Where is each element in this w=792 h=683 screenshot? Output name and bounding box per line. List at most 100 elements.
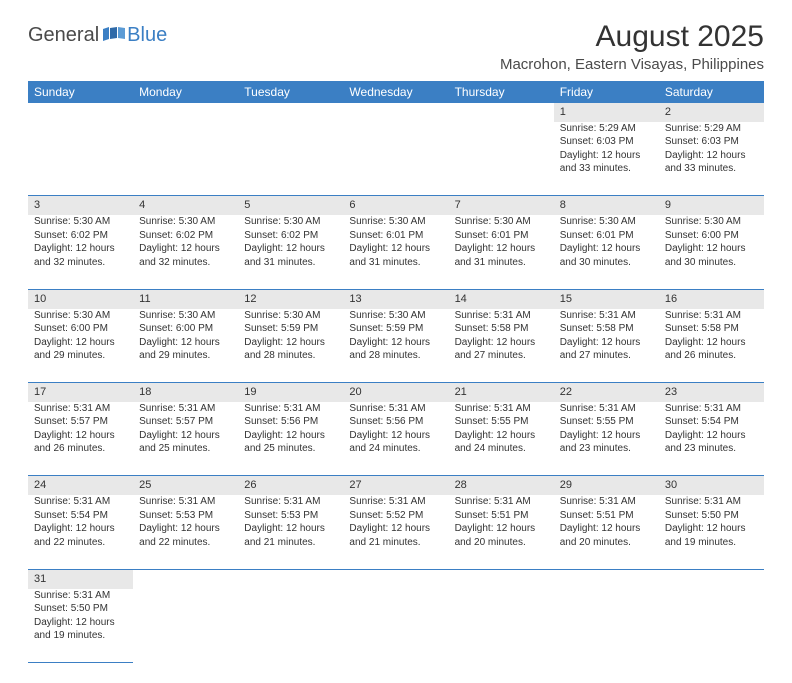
daylight-text: Daylight: 12 hours [665, 429, 758, 443]
daylight-text: and 23 minutes. [665, 442, 758, 456]
daylight-text: Daylight: 12 hours [139, 242, 232, 256]
day-cell: Sunrise: 5:31 AMSunset: 5:50 PMDaylight:… [659, 495, 764, 569]
day-cell: Sunrise: 5:31 AMSunset: 5:50 PMDaylight:… [28, 589, 133, 663]
day-cell: Sunrise: 5:30 AMSunset: 6:01 PMDaylight:… [554, 215, 659, 289]
daylight-text: Daylight: 12 hours [455, 336, 548, 350]
sunrise-text: Sunrise: 5:30 AM [560, 215, 653, 229]
day-number-cell: 9 [659, 196, 764, 215]
day-number-cell: 29 [554, 476, 659, 495]
day-cell [133, 122, 238, 196]
day-number-cell: 26 [238, 476, 343, 495]
sunrise-text: Sunrise: 5:30 AM [244, 309, 337, 323]
day-number-cell: 3 [28, 196, 133, 215]
daylight-text: and 27 minutes. [455, 349, 548, 363]
daylight-text: Daylight: 12 hours [244, 429, 337, 443]
day-cell [554, 589, 659, 663]
sunset-text: Sunset: 6:02 PM [34, 229, 127, 243]
day-number-cell [28, 103, 133, 122]
day-number-cell: 4 [133, 196, 238, 215]
generalblue-logo: General Blue [28, 24, 167, 47]
daylight-text: Daylight: 12 hours [560, 149, 653, 163]
daylight-text: and 28 minutes. [244, 349, 337, 363]
weekday-header: Thursday [449, 81, 554, 103]
day-number-cell [238, 569, 343, 588]
calendar-table: Sunday Monday Tuesday Wednesday Thursday… [28, 81, 764, 663]
daylight-text: and 31 minutes. [244, 256, 337, 270]
sunset-text: Sunset: 5:55 PM [560, 415, 653, 429]
sunrise-text: Sunrise: 5:31 AM [455, 402, 548, 416]
sunset-text: Sunset: 6:02 PM [244, 229, 337, 243]
day-cell: Sunrise: 5:31 AMSunset: 5:58 PMDaylight:… [554, 309, 659, 383]
sunset-text: Sunset: 5:52 PM [349, 509, 442, 523]
day-number-cell [238, 103, 343, 122]
day-number-cell [659, 569, 764, 588]
daylight-text: and 21 minutes. [349, 536, 442, 550]
day-cell: Sunrise: 5:31 AMSunset: 5:58 PMDaylight:… [449, 309, 554, 383]
day-number-cell: 16 [659, 289, 764, 308]
day-number-cell: 31 [28, 569, 133, 588]
sunrise-text: Sunrise: 5:31 AM [34, 495, 127, 509]
weekday-header: Tuesday [238, 81, 343, 103]
sunrise-text: Sunrise: 5:31 AM [665, 495, 758, 509]
week-row: Sunrise: 5:31 AM Sunset: 5:57 PM Daylight:… [28, 402, 764, 476]
day-cell [449, 589, 554, 663]
day-number-cell: 17 [28, 383, 133, 402]
daylight-text: Daylight: 12 hours [244, 522, 337, 536]
day-number-cell: 11 [133, 289, 238, 308]
sunset-text: Sunset: 6:02 PM [139, 229, 232, 243]
daylight-text: Daylight: 12 hours [349, 429, 442, 443]
daylight-text: and 19 minutes. [665, 536, 758, 550]
day-cell: Sunrise: 5:31 AMSunset: 5:55 PMDaylight:… [554, 402, 659, 476]
daylight-text: and 21 minutes. [244, 536, 337, 550]
weekday-header: Saturday [659, 81, 764, 103]
day-cell: Sunrise: 5:30 AMSunset: 6:02 PMDaylight:… [133, 215, 238, 289]
daylight-text: and 29 minutes. [34, 349, 127, 363]
sunrise-text: Sunrise: 5:31 AM [455, 309, 548, 323]
day-cell: Sunrise: 5:30 AMSunset: 6:01 PMDaylight:… [449, 215, 554, 289]
sunrise-text: Sunrise: 5:30 AM [34, 309, 127, 323]
daylight-text: Daylight: 12 hours [455, 429, 548, 443]
sunset-text: Sunset: 6:00 PM [34, 322, 127, 336]
daylight-text: and 24 minutes. [455, 442, 548, 456]
sunrise-text: Sunrise: 5:31 AM [455, 495, 548, 509]
day-cell: Sunrise: 5:29 AMSunset: 6:03 PMDaylight:… [659, 122, 764, 196]
day-cell [449, 122, 554, 196]
month-title: August 2025 [500, 20, 764, 54]
sunset-text: Sunset: 6:03 PM [560, 135, 653, 149]
daylight-text: Daylight: 12 hours [665, 522, 758, 536]
weekday-header: Monday [133, 81, 238, 103]
sunrise-text: Sunrise: 5:30 AM [349, 309, 442, 323]
daylight-text: Daylight: 12 hours [244, 336, 337, 350]
sunrise-text: Sunrise: 5:31 AM [34, 589, 127, 603]
daylight-text: and 20 minutes. [455, 536, 548, 550]
daylight-text: and 31 minutes. [455, 256, 548, 270]
sunset-text: Sunset: 5:54 PM [665, 415, 758, 429]
day-number-cell: 15 [554, 289, 659, 308]
sunset-text: Sunset: 5:57 PM [139, 415, 232, 429]
day-cell: Sunrise: 5:31 AMSunset: 5:57 PMDaylight:… [28, 402, 133, 476]
sunrise-text: Sunrise: 5:31 AM [244, 402, 337, 416]
daylight-text: Daylight: 12 hours [34, 336, 127, 350]
title-block: August 2025 Macrohon, Eastern Visayas, P… [500, 20, 764, 73]
day-number-cell: 14 [449, 289, 554, 308]
sunset-text: Sunset: 6:00 PM [665, 229, 758, 243]
sunset-text: Sunset: 5:55 PM [455, 415, 548, 429]
day-number-cell: 8 [554, 196, 659, 215]
sunrise-text: Sunrise: 5:30 AM [139, 309, 232, 323]
daylight-text: Daylight: 12 hours [34, 616, 127, 630]
sunrise-text: Sunrise: 5:29 AM [665, 122, 758, 136]
day-number-cell: 2 [659, 103, 764, 122]
day-number-cell [554, 569, 659, 588]
week-row: Sunrise: 5:30 AMSunset: 6:02 PMDaylight:… [28, 215, 764, 289]
day-cell: Sunrise: 5:31 AMSunset: 5:51 PMDaylight:… [554, 495, 659, 569]
logo-text-general: General [28, 24, 99, 47]
day-number-cell: 28 [449, 476, 554, 495]
daylight-text: and 22 minutes. [139, 536, 232, 550]
daylight-text: and 26 minutes. [665, 349, 758, 363]
day-cell [343, 589, 448, 663]
calendar-page: General Blue August 2025 Macrohon, Easte… [0, 0, 792, 683]
weekday-header: Wednesday [343, 81, 448, 103]
day-cell: Sunrise: 5:31 AMSunset: 5:58 PMDaylight:… [659, 309, 764, 383]
daylight-text: Daylight: 12 hours [139, 522, 232, 536]
daylight-text: Daylight: 12 hours [349, 336, 442, 350]
